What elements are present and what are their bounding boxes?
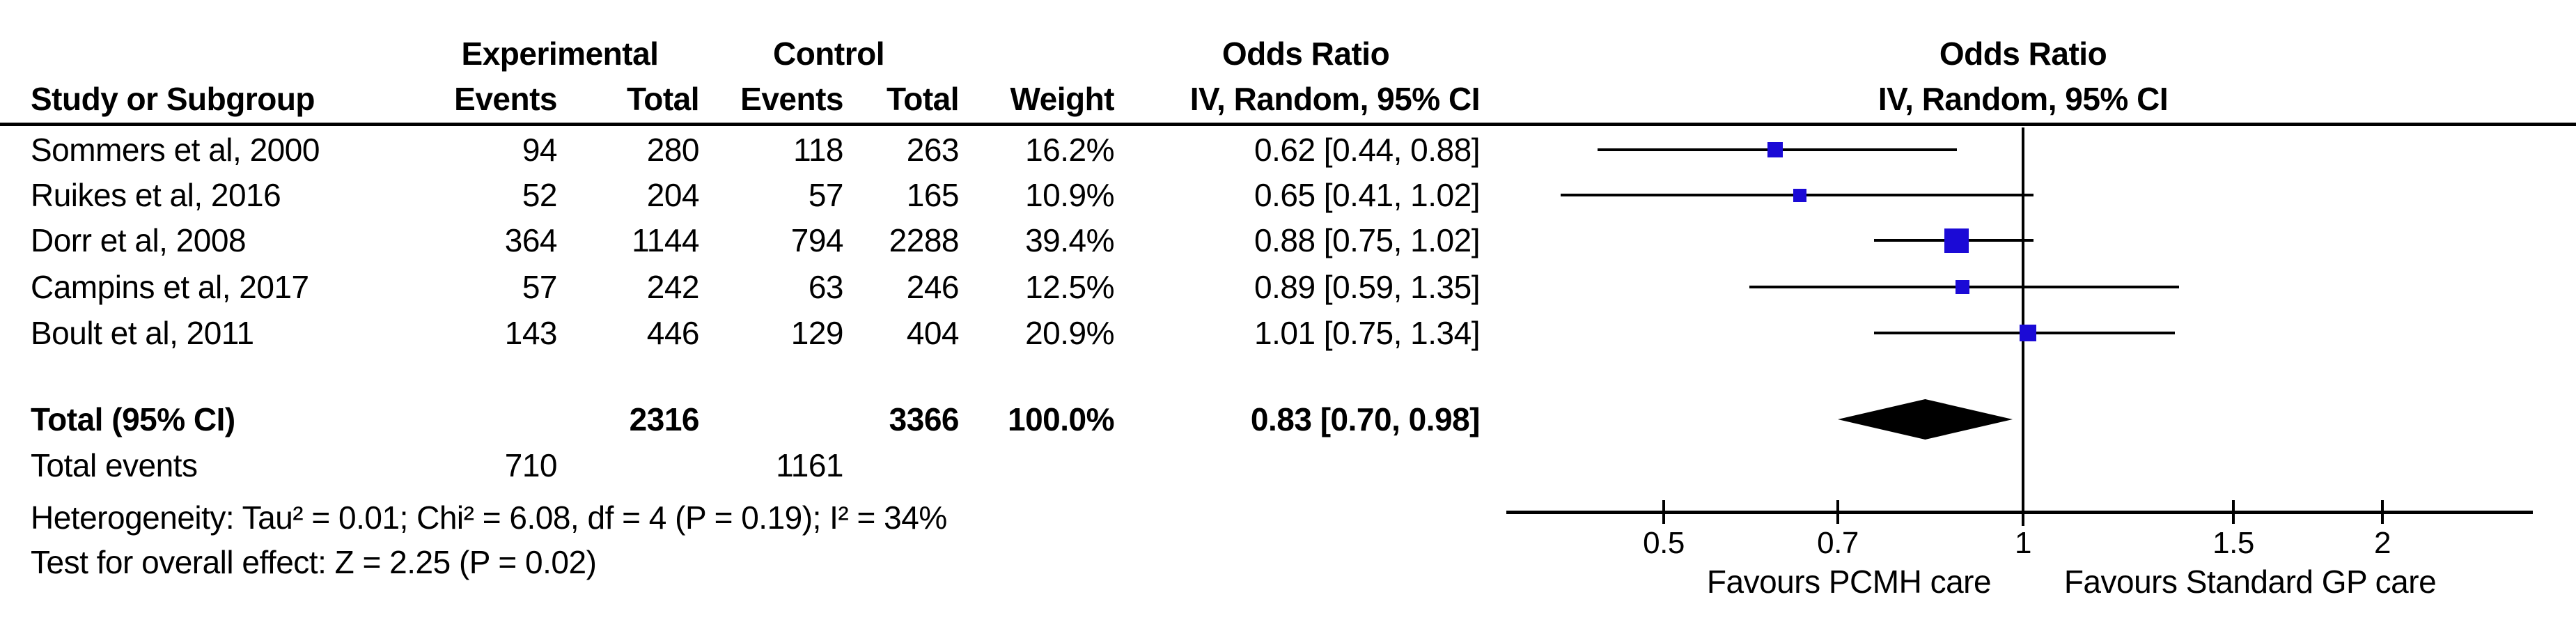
- or-ci-value: 0.62 [0.44, 0.88]: [1254, 132, 1481, 168]
- exp-events-value: 57: [522, 269, 558, 305]
- weight-value: 16.2%: [1025, 132, 1114, 168]
- plot-header-method: IV, Random, 95% CI: [1878, 81, 2169, 117]
- ctrl-events-value: 57: [808, 177, 844, 213]
- effect-square: [1767, 142, 1783, 157]
- study-name: Sommers et al, 2000: [31, 132, 320, 168]
- favours-left-label: Favours PCMH care: [1706, 564, 1992, 600]
- total-or-ci: 0.83 [0.70, 0.98]: [1250, 401, 1481, 437]
- or-ci-value: 0.88 [0.75, 1.02]: [1254, 222, 1481, 258]
- header-study-or-subgroup: Study or Subgroup: [31, 81, 315, 117]
- axis-tick: [1836, 500, 1839, 524]
- heterogeneity-text: Heterogeneity: Tau² = 0.01; Chi² = 6.08,…: [31, 499, 947, 536]
- effect-square: [2020, 325, 2036, 341]
- header-divider-rule: [0, 123, 2576, 126]
- study-name: Ruikes et al, 2016: [31, 177, 281, 213]
- exp-total-value: 280: [646, 132, 700, 168]
- header-control: Control: [772, 36, 885, 72]
- header-group-row: Experimental Control Odds Ratio Odds Rat…: [0, 31, 2576, 77]
- exp-total-value: 242: [646, 269, 700, 305]
- total-ctrl-total: 3366: [889, 401, 960, 437]
- plot-header-odds-ratio: Odds Ratio: [1939, 36, 2107, 72]
- or-ci-value: 0.89 [0.59, 1.35]: [1254, 269, 1481, 305]
- exp-total-value: 204: [646, 177, 700, 213]
- table-row: Sommers et al, 2000 94 280 118 263 16.2%…: [0, 127, 2576, 173]
- header-ctrl-events: Events: [740, 81, 843, 117]
- axis-tick: [2232, 500, 2235, 524]
- header-exp-total: Total: [627, 81, 699, 117]
- axis-tick-label: 1: [2015, 526, 2031, 560]
- total-events-label: Total events: [31, 447, 198, 483]
- table-row: Dorr et al, 2008 364 1144 794 2288 39.4%…: [0, 217, 2576, 263]
- ctrl-total-value: 263: [906, 132, 960, 168]
- table-row: Ruikes et al, 2016 52 204 57 165 10.9% 0…: [0, 172, 2576, 218]
- ctrl-total-value: 246: [906, 269, 960, 305]
- exp-events-value: 94: [522, 132, 558, 168]
- or-ci-value: 0.65 [0.41, 1.02]: [1254, 177, 1481, 213]
- header-method: IV, Random, 95% CI: [1189, 81, 1481, 117]
- study-name: Boult et al, 2011: [31, 315, 254, 351]
- header-column-row: Study or Subgroup Events Total Events To…: [0, 76, 2576, 122]
- ctrl-total-value: 404: [906, 315, 960, 351]
- header-weight: Weight: [1010, 81, 1115, 117]
- x-axis-line: [1506, 511, 2533, 514]
- exp-total-value: 446: [646, 315, 700, 351]
- ctrl-total-value: 2288: [889, 222, 960, 258]
- overall-effect-row: Test for overall effect: Z = 2.25 (P = 0…: [0, 539, 2576, 585]
- table-row: Campins et al, 2017 57 242 63 246 12.5% …: [0, 264, 2576, 310]
- axis-tick-label: 0.5: [1643, 526, 1685, 560]
- overall-effect-text: Test for overall effect: Z = 2.25 (P = 0…: [31, 544, 597, 580]
- ctrl-events-value: 794: [790, 222, 844, 258]
- ctrl-events-value: 129: [790, 315, 844, 351]
- axis-tick: [2381, 500, 2384, 524]
- exp-total-value: 1144: [632, 222, 699, 258]
- study-name: Campins et al, 2017: [31, 269, 309, 305]
- effect-square: [1793, 189, 1806, 202]
- total-weight: 100.0%: [1007, 401, 1115, 437]
- total-label: Total (95% CI): [31, 401, 235, 437]
- total-events-row: Total events 710 1161: [0, 442, 2576, 488]
- axis-tick: [2022, 500, 2024, 524]
- axis-tick-label: 0.7: [1817, 526, 1859, 560]
- summary-diamond: [1838, 399, 2013, 440]
- ctrl-events-value: 118: [793, 132, 843, 168]
- total-exp-total: 2316: [629, 401, 700, 437]
- axis-tick: [1662, 500, 1665, 524]
- study-name: Dorr et al, 2008: [31, 222, 247, 258]
- header-exp-events: Events: [454, 81, 557, 117]
- axis-tick-label: 2: [2374, 526, 2391, 560]
- favours-right-label: Favours Standard GP care: [2063, 564, 2437, 600]
- header-experimental: Experimental: [461, 36, 659, 72]
- heterogeneity-row: Heterogeneity: Tau² = 0.01; Chi² = 6.08,…: [0, 495, 2576, 541]
- table-row: Boult et al, 2011 143 446 129 404 20.9% …: [0, 310, 2576, 356]
- header-ctrl-total: Total: [887, 81, 959, 117]
- or-ci-value: 1.01 [0.75, 1.34]: [1254, 315, 1481, 351]
- ctrl-total-value: 165: [906, 177, 960, 213]
- exp-events-value: 143: [504, 315, 558, 351]
- effect-square: [1956, 280, 1969, 294]
- effect-square: [1944, 228, 1969, 253]
- weight-value: 39.4%: [1025, 222, 1114, 258]
- total-events-ctrl: 1161: [776, 447, 843, 483]
- header-odds-ratio-column: Odds Ratio: [1221, 36, 1390, 72]
- weight-value: 10.9%: [1025, 177, 1114, 213]
- exp-events-value: 364: [504, 222, 558, 258]
- weight-value: 20.9%: [1025, 315, 1114, 351]
- total-row: Total (95% CI) 2316 3366 100.0% 0.83 [0.…: [0, 396, 2576, 442]
- exp-events-value: 52: [522, 177, 558, 213]
- total-events-exp: 710: [504, 447, 558, 483]
- axis-tick-label: 1.5: [2212, 526, 2254, 560]
- ctrl-events-value: 63: [808, 269, 844, 305]
- weight-value: 12.5%: [1025, 269, 1114, 305]
